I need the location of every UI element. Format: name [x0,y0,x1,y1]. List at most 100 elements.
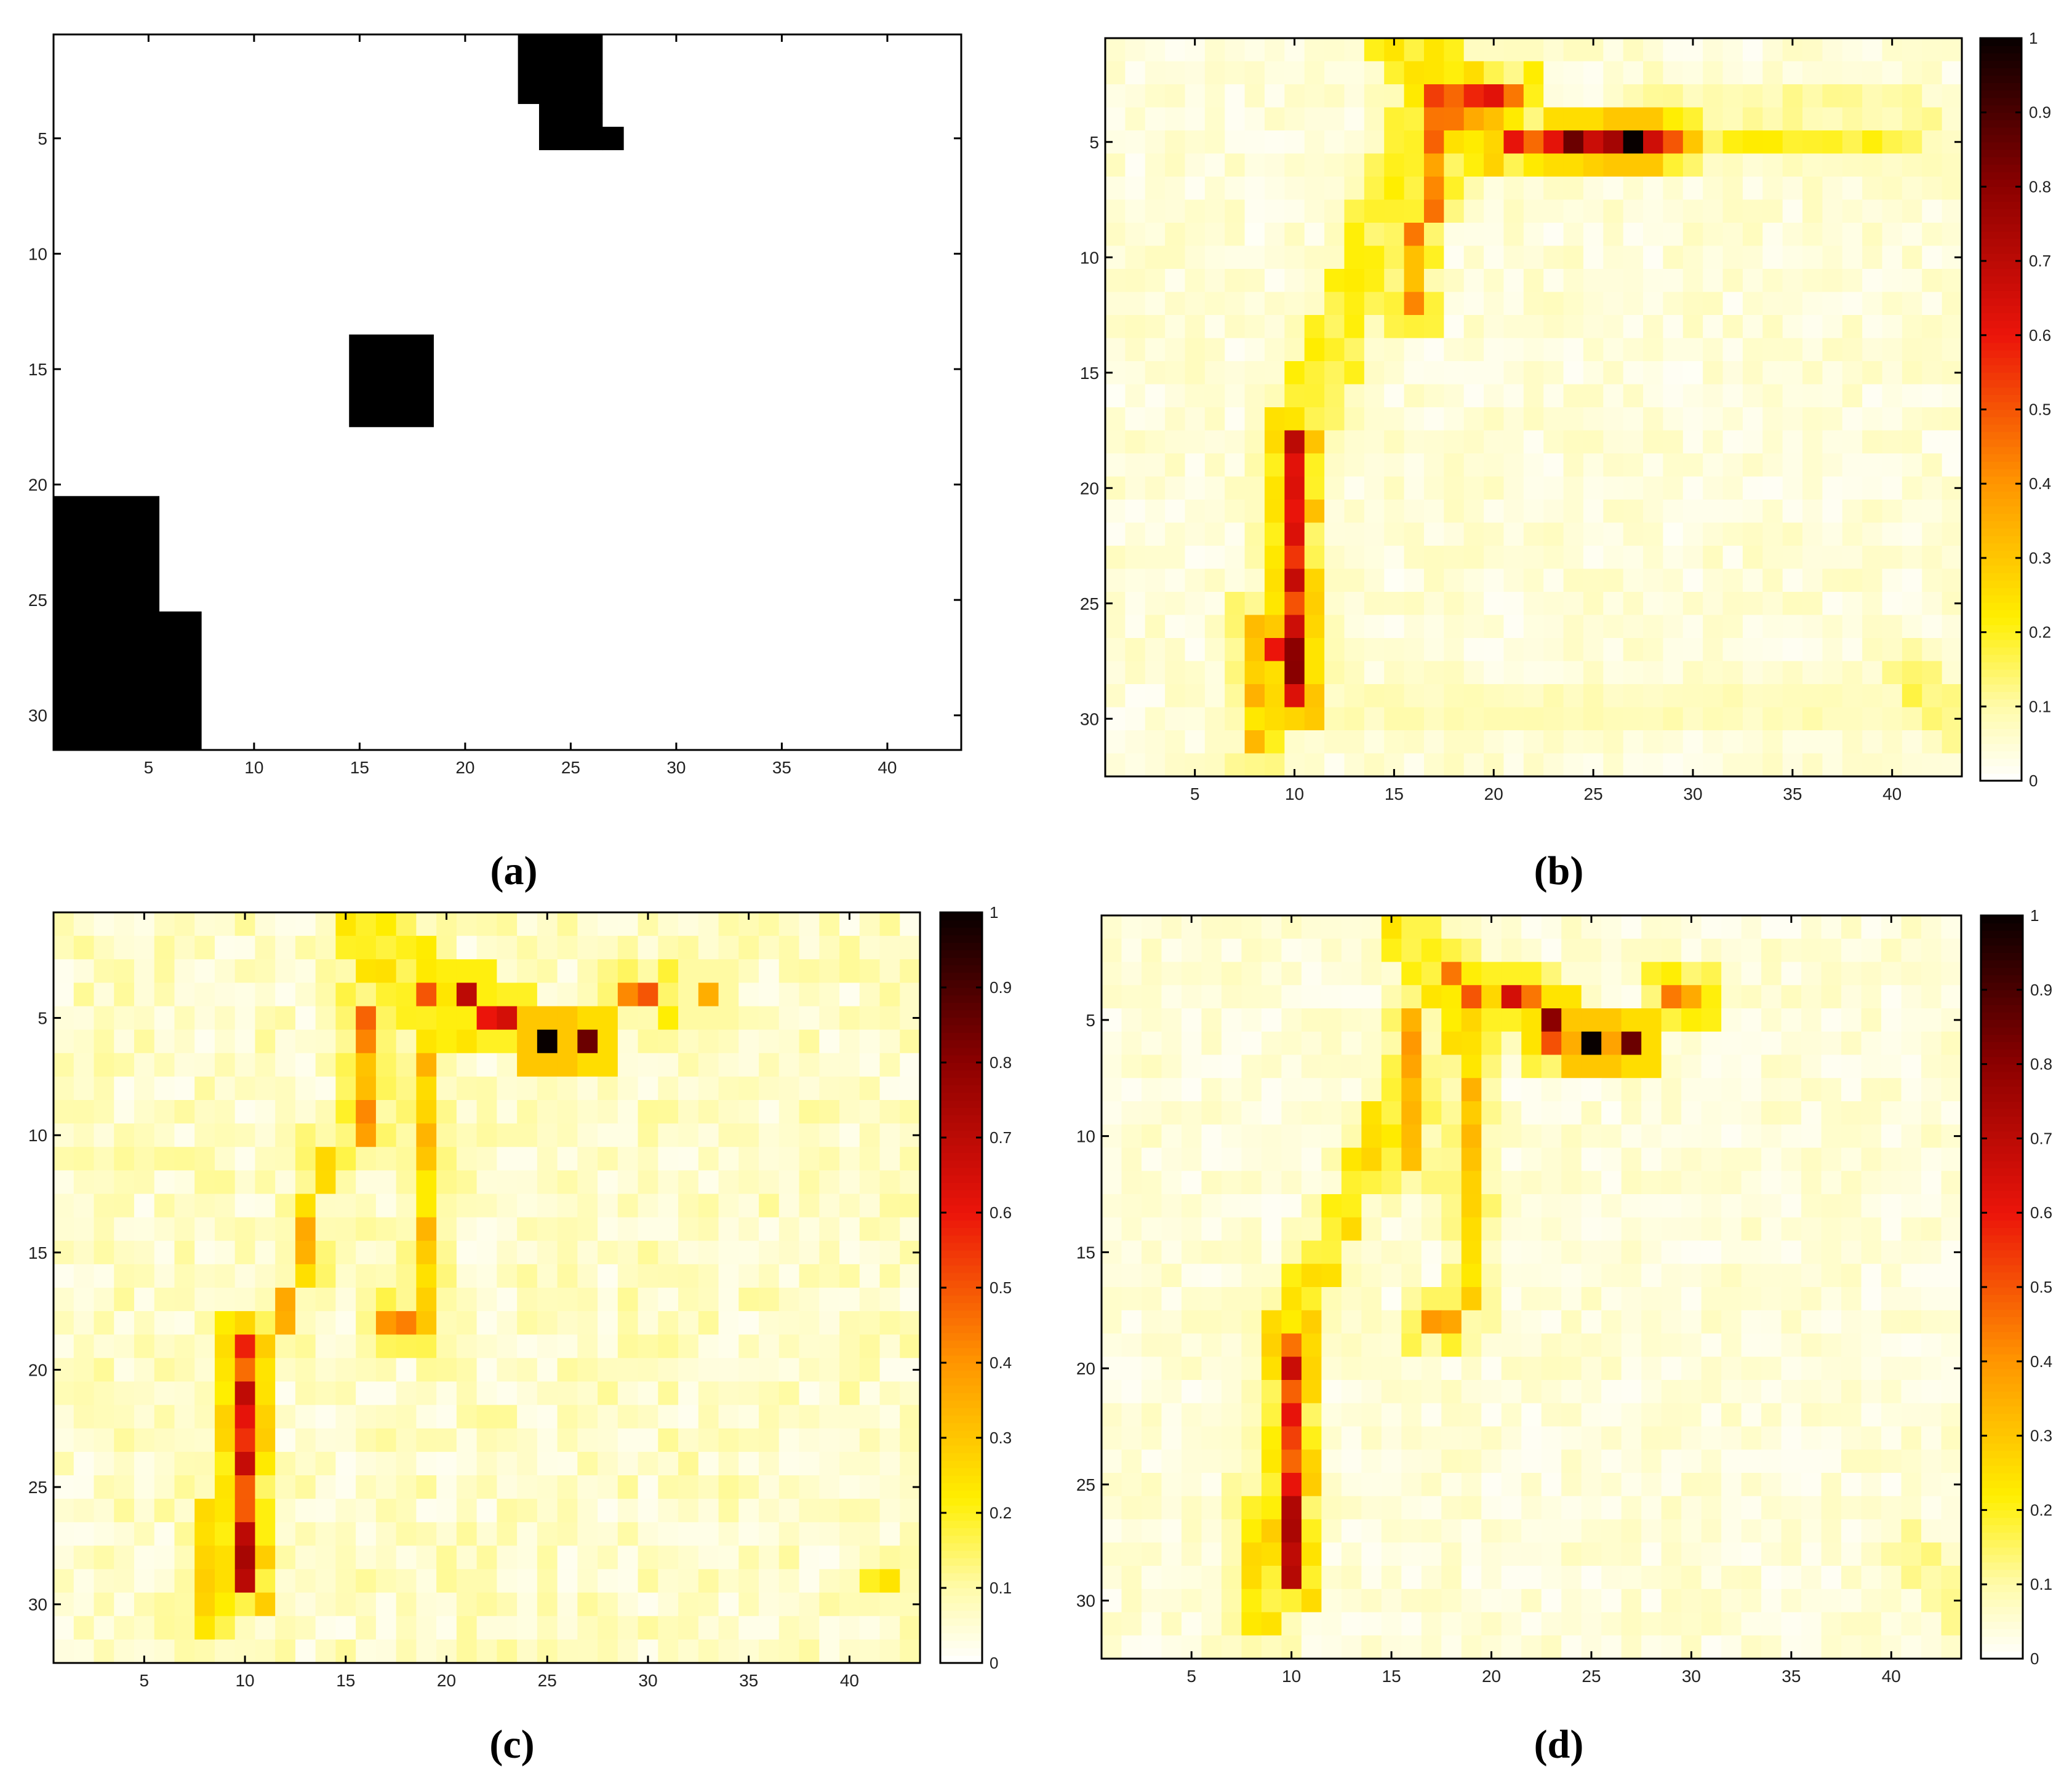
heatmap-cell [1663,177,1684,201]
heatmap-cell [1521,1589,1542,1613]
heatmap-cell [1344,592,1365,616]
heatmap-cell [859,1381,881,1406]
heatmap-cell [1942,199,1962,223]
colorbar-swatch [1981,1317,2023,1325]
heatmap-cell [1105,338,1126,362]
heatmap-cell [1722,638,1743,662]
heatmap-cell [1842,361,1863,385]
heatmap-cell [1324,453,1345,477]
heatmap-cell [1603,707,1624,731]
heatmap-cell [1902,753,1922,777]
heatmap-cell [577,1147,598,1171]
heatmap-cell [174,1545,195,1570]
heatmap-cell [335,1029,356,1054]
heatmap-cell [154,1194,175,1218]
colorbar-swatch [940,1190,982,1198]
heatmap-cell [1561,1171,1582,1195]
heatmap-cell [1281,1101,1302,1125]
heatmap-cell [1341,1194,1362,1218]
heatmap-cell [698,1475,719,1499]
heatmap-cell [214,1029,236,1054]
heatmap-cell [759,1217,780,1242]
heatmap-cell [1161,1449,1182,1473]
heatmap-cell [1861,938,1882,963]
colorbar-swatch [940,1242,982,1251]
heatmap-cell [1523,407,1544,431]
heatmap-cell [1401,915,1422,939]
heatmap-cell [1201,1031,1222,1056]
heatmap-cell [759,1288,780,1312]
heatmap-cell [557,1100,578,1124]
heatmap-cell [1942,500,1962,524]
heatmap-cell [1623,38,1644,62]
colorbar-swatch [940,1085,982,1093]
heatmap-cell [1901,1101,1922,1125]
heatmap-cell [54,1405,74,1429]
heatmap-cell [1742,730,1763,754]
heatmap-cell [1364,177,1385,201]
heatmap-cell [819,1194,840,1218]
heatmap-cell [1481,1403,1502,1427]
heatmap-cell [1463,407,1484,431]
heatmap-cell [1901,1054,1922,1078]
obstacle-cell [602,127,624,151]
heatmap-cell [1423,384,1444,408]
heatmap-cell [537,1545,558,1570]
heatmap-cell [1861,1612,1882,1636]
heatmap-cell [1842,753,1863,777]
heatmap-cell [1921,1147,1942,1171]
heatmap-cell [1404,500,1425,524]
heatmap-cell [1561,1426,1582,1450]
heatmap-cell [839,983,860,1007]
heatmap-cell [1261,985,1282,1009]
heatmap-cell [1523,107,1544,131]
heatmap-cell [819,1100,840,1124]
heatmap-cell [1444,130,1465,154]
heatmap-cell [1344,199,1365,223]
heatmap-cell [1281,1357,1302,1381]
heatmap-cell [1161,1519,1182,1543]
heatmap-cell [1922,61,1943,85]
heatmap-cell [174,1475,195,1499]
heatmap-cell [1621,1194,1642,1218]
heatmap-cell [1404,315,1425,339]
colorbar-tick-label: 0.3 [2030,1427,2052,1445]
heatmap-cell [1341,1473,1362,1497]
heatmap-cell [1145,568,1166,592]
heatmap-cell [295,1381,316,1406]
heatmap-cell [1623,638,1644,662]
heatmap-cell [1261,1147,1282,1171]
heatmap-cell [1601,985,1622,1009]
heatmap-cell [839,1288,860,1312]
heatmap-cell [1423,684,1444,708]
heatmap-cell [1601,1426,1622,1450]
colorbar-tick-label: 0.4 [2030,1352,2052,1371]
heatmap-cell [1641,1147,1662,1171]
heatmap-cell [557,1358,578,1382]
x-tick-label: 10 [244,758,263,777]
heatmap-cell [1822,407,1843,431]
heatmap-cell [1441,1519,1462,1543]
heatmap-cell [174,1076,195,1101]
heatmap-cell [375,1451,397,1476]
heatmap-cell [134,1616,155,1640]
heatmap-cell [396,1076,417,1101]
heatmap-cell [1241,1264,1262,1288]
heatmap-cell [1121,962,1142,986]
heatmap-cell [1841,1264,1862,1288]
x-tick-label: 10 [1285,784,1304,803]
heatmap-cell [1942,407,1962,431]
heatmap-cell [1523,753,1544,777]
heatmap-cell [295,1592,316,1617]
heatmap-cell [114,1616,135,1640]
heatmap-cell [1802,638,1823,662]
heatmap-cell [1361,985,1382,1009]
heatmap-cell [1901,1542,1922,1566]
heatmap-cell [1543,453,1564,477]
heatmap-cell [1782,568,1803,592]
heatmap-cell [1125,638,1146,662]
colorbar-swatch [1981,938,2023,946]
heatmap-cell [778,912,800,936]
heatmap-cell [1204,730,1225,754]
heatmap-cell [1384,153,1405,177]
